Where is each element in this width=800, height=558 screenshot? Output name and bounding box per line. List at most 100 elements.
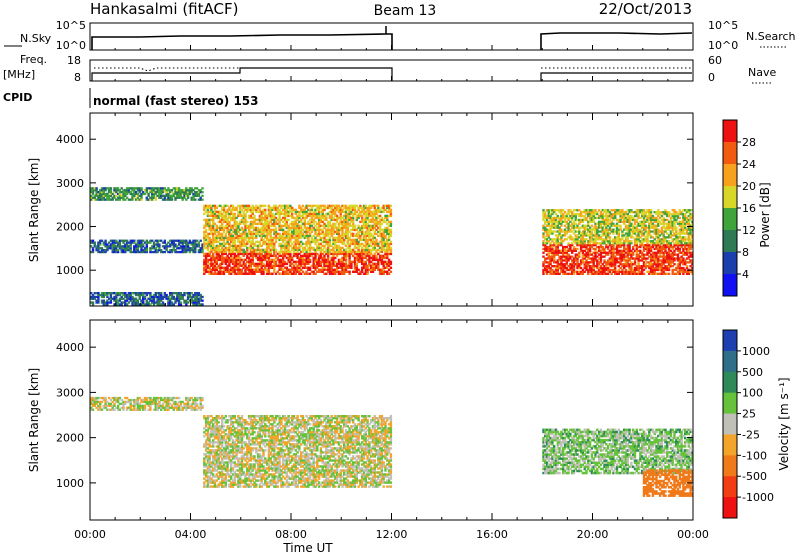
freq-label: Freq. (20, 53, 47, 66)
heatmap-cell (566, 238, 568, 240)
nsky-trace-1 (92, 34, 392, 50)
heatmap-cell (201, 199, 203, 201)
heatmap-cell (593, 219, 595, 221)
cpid-label: CPID (3, 91, 32, 104)
heatmap-cell (253, 215, 255, 217)
nsearch-tick-min: 10^0 (708, 39, 738, 52)
heatmap-cell (201, 195, 203, 197)
beam-title: Beam 13 (374, 3, 437, 19)
heatmap-cell (546, 273, 548, 275)
heatmap-cell (553, 256, 555, 258)
freq-unit: [MHz] (3, 68, 35, 81)
heatmap-cell (390, 241, 392, 243)
date-title: 22/Oct/2013 (599, 0, 692, 18)
heatmap-cell (246, 221, 248, 223)
power-heatmap (90, 187, 694, 305)
heatmap-cell (673, 263, 675, 265)
heatmap-cell (94, 242, 96, 244)
heatmap-cell (587, 273, 589, 275)
heatmap-cell (571, 236, 573, 238)
cpid-text: normal (fast stereo) 153 (93, 94, 259, 108)
nsearch-label: N.Search (746, 30, 796, 43)
nave-tick-min: 0 (708, 71, 715, 84)
heatmap-cell (560, 242, 562, 244)
heatmap-cell (390, 209, 392, 211)
heatmap-cell (348, 271, 350, 273)
heatmap-cell (576, 248, 578, 250)
heatmap-cell (668, 273, 670, 275)
heatmap-cell (542, 232, 544, 234)
heatmap-cell (643, 273, 645, 275)
nsky-label: N.Sky (20, 32, 52, 45)
heatmap-cell (390, 261, 392, 263)
heatmap-cell (582, 273, 584, 275)
heatmap-cell (603, 256, 605, 258)
heatmap-cell (575, 215, 577, 217)
heatmap-cell (618, 273, 620, 275)
nave-tick-max: 60 (708, 54, 722, 67)
heatmap-cell (354, 225, 356, 227)
heatmap-cell (95, 187, 97, 189)
heatmap-cell (575, 223, 577, 225)
heatmap-cell (140, 187, 142, 189)
heatmap-cell (390, 205, 392, 207)
heatmap-cell (578, 256, 580, 258)
heatmap-cell (571, 242, 573, 244)
heatmap-cell (542, 273, 544, 275)
heatmap-cell (275, 227, 277, 229)
heatmap-cell (578, 229, 580, 231)
heatmap-cell (275, 249, 277, 251)
heatmap-cell (160, 292, 162, 294)
heatmap-cell (567, 242, 569, 244)
heatmap-cell (688, 273, 690, 275)
heatmap-cell (180, 301, 182, 303)
heatmap-cell (567, 254, 569, 256)
heatmap-cell (264, 209, 266, 211)
heatmap-cell (560, 225, 562, 227)
heatmap-cell (201, 191, 203, 193)
heatmap-cell (264, 205, 266, 207)
heatmap-cell (551, 232, 553, 234)
freq-tick-max: 18 (67, 54, 81, 67)
nsky-trace-2 (541, 33, 692, 50)
heatmap-cell (309, 259, 311, 261)
heatmap-cell (234, 213, 236, 215)
heatmap-cell (390, 221, 392, 223)
heatmap-cell (679, 273, 681, 275)
heatmap-cell (149, 292, 151, 294)
heatmap-cell (158, 243, 160, 245)
heatmap-cell (589, 242, 591, 244)
freq-trace-1 (92, 68, 392, 81)
heatmap-cell (110, 187, 112, 189)
heatmap-cell (133, 240, 135, 242)
nsky-tick-min: 10^0 (56, 39, 86, 52)
heatmap-cell (200, 240, 202, 242)
heatmap-cell (205, 229, 207, 231)
heatmap-cell (104, 240, 106, 242)
heatmap-cell (546, 242, 548, 244)
heatmap-cell (390, 267, 392, 269)
nsearch-tick-max: 10^5 (708, 19, 738, 32)
heatmap-cell (555, 213, 557, 215)
heatmap-cell (287, 219, 289, 221)
heatmap-cell (610, 273, 612, 275)
heatmap-cell (607, 273, 609, 275)
heatmap-cell (164, 240, 166, 242)
heatmap-cell (390, 229, 392, 231)
heatmap-cell (390, 271, 392, 273)
station-title: Hankasalmi (fitACF) (90, 0, 238, 18)
nsky-tick-max: 10^5 (56, 19, 86, 32)
heatmap-cell (573, 273, 575, 275)
heatmap-cell (194, 199, 196, 201)
heatmap-cell (682, 273, 684, 275)
heatmap-cell (201, 296, 203, 298)
heatmap-cell (584, 242, 586, 244)
heatmap-cell (201, 300, 203, 302)
heatmap-cell (377, 205, 379, 207)
heatmap-cell (375, 239, 377, 241)
heatmap-cell (201, 187, 203, 189)
heatmap-cell (92, 301, 94, 303)
heatmap-cell (686, 265, 688, 267)
